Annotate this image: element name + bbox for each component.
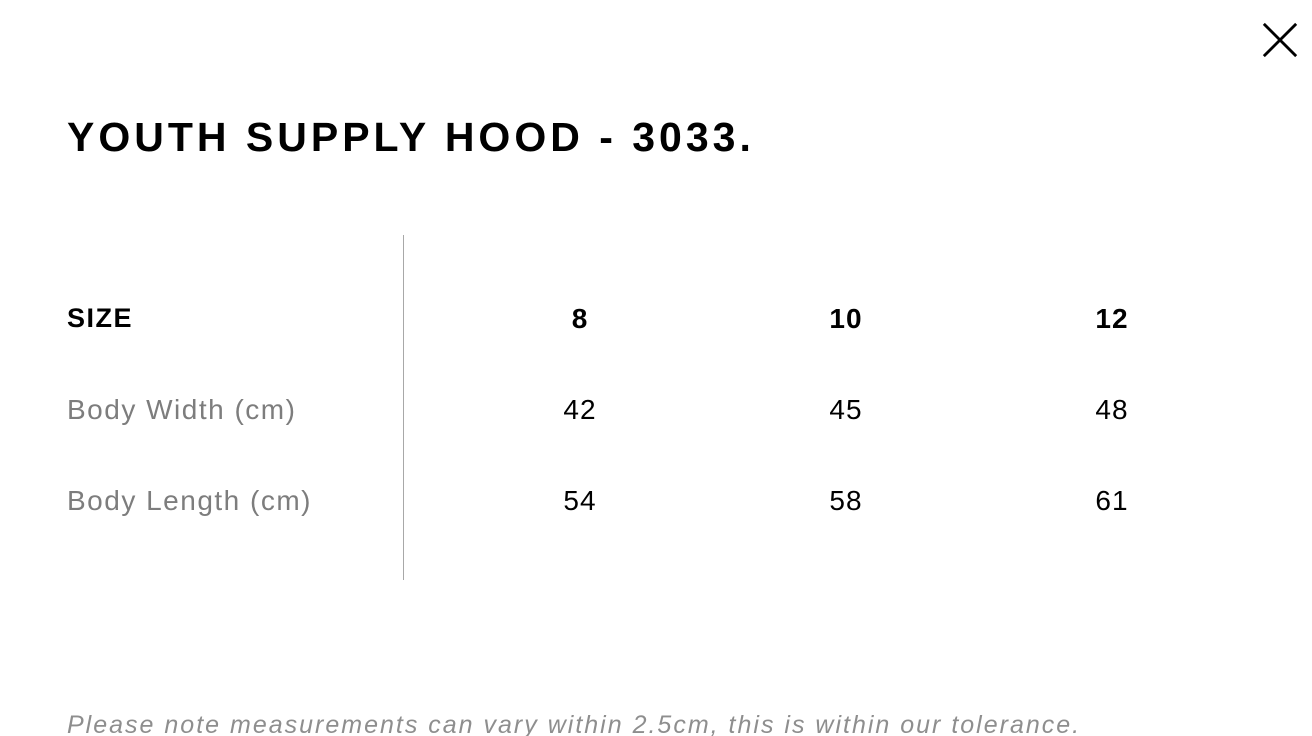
body-length-value-size-8: 54 xyxy=(563,484,597,516)
size-column-header-8: 8 xyxy=(571,302,589,334)
tolerance-note: Please note measurements can vary within… xyxy=(67,711,1082,736)
body-length-value-size-12: 61 xyxy=(1095,484,1129,516)
size-chart-table: SIZE 8 10 12 Body Width (cm) 42 45 48 Bo… xyxy=(67,273,1245,546)
body-width-value-size-12: 48 xyxy=(1095,393,1129,425)
size-column-header-10: 10 xyxy=(829,302,863,334)
page-title: YOUTH SUPPLY HOOD - 3033. xyxy=(67,114,755,161)
table-divider-line xyxy=(403,235,404,580)
size-column-header-12: 12 xyxy=(1095,302,1129,334)
body-width-value-size-8: 42 xyxy=(563,393,597,425)
row-label-body-length: Body Length (cm) xyxy=(67,484,312,516)
body-length-value-size-10: 58 xyxy=(829,484,863,516)
size-header-label: SIZE xyxy=(67,303,134,333)
close-icon xyxy=(1261,21,1299,59)
body-width-value-size-10: 45 xyxy=(829,393,863,425)
close-button[interactable] xyxy=(1254,14,1306,66)
row-label-body-width: Body Width (cm) xyxy=(67,393,297,425)
